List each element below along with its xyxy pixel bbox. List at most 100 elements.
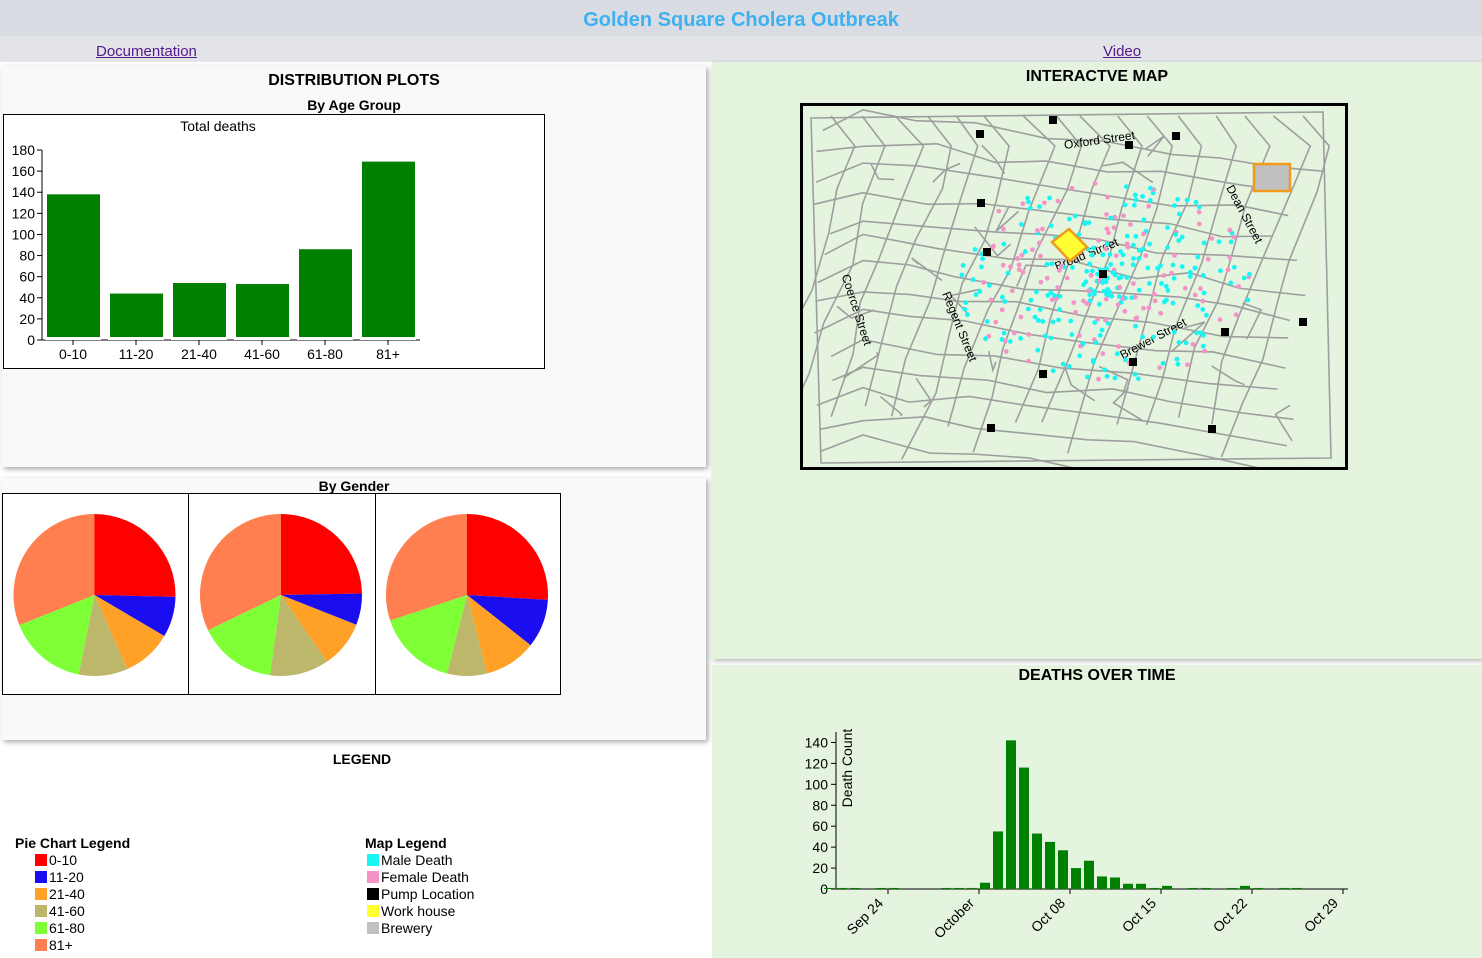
age-bar bbox=[236, 284, 289, 337]
male-death-dot bbox=[1171, 329, 1177, 335]
male-death-dot bbox=[1025, 306, 1031, 312]
street bbox=[829, 220, 1298, 262]
male-death-dot bbox=[1217, 268, 1223, 274]
female-death-dot bbox=[981, 279, 986, 285]
legend-swatch bbox=[367, 905, 379, 917]
pie-legend-title: Pie Chart Legend bbox=[15, 835, 131, 851]
female-death-dot bbox=[1172, 252, 1177, 258]
male-death-dot bbox=[1091, 245, 1096, 251]
time-bar bbox=[1253, 887, 1263, 889]
male-death-dot bbox=[1241, 275, 1247, 281]
male-death-dot bbox=[1037, 307, 1043, 312]
female-death-dot bbox=[1125, 244, 1131, 250]
legend-item: Pump Location bbox=[367, 886, 474, 903]
street bbox=[830, 338, 1278, 390]
street bbox=[1211, 365, 1245, 386]
female-death-dot bbox=[1198, 286, 1203, 291]
male-death-dot bbox=[1118, 249, 1123, 254]
street bbox=[1016, 264, 1047, 287]
legend-item: 61-80 bbox=[35, 920, 85, 937]
male-death-dot bbox=[1136, 287, 1142, 293]
street bbox=[819, 416, 1311, 467]
time-x-tick-label: Oct 29 bbox=[1301, 895, 1342, 936]
female-death-dot bbox=[1236, 284, 1241, 289]
female-death-dot bbox=[1016, 267, 1022, 273]
x-tick-label: 21-40 bbox=[181, 346, 217, 362]
pump-marker bbox=[1129, 358, 1137, 366]
pie-slice-61-80 bbox=[390, 595, 467, 674]
female-death-dot bbox=[1217, 317, 1223, 323]
female-death-dot bbox=[1128, 222, 1133, 227]
documentation-link[interactable]: Documentation bbox=[96, 43, 197, 60]
map-boundary bbox=[810, 111, 1332, 464]
female-death-dot bbox=[1088, 273, 1094, 278]
street bbox=[1067, 115, 1174, 454]
male-death-dot bbox=[1172, 203, 1177, 208]
female-death-dot bbox=[1196, 221, 1202, 227]
female-death-dot bbox=[1056, 268, 1062, 273]
male-death-dot bbox=[1052, 293, 1057, 298]
male-death-dot bbox=[1007, 338, 1013, 344]
female-death-dot bbox=[990, 244, 995, 250]
male-death-dot bbox=[1136, 247, 1142, 253]
street bbox=[972, 115, 1083, 453]
street bbox=[1112, 387, 1143, 421]
time-bar bbox=[850, 887, 860, 889]
legend-item: Brewery bbox=[367, 920, 432, 937]
pie-slice-81+ bbox=[200, 514, 281, 631]
male-death-dot bbox=[977, 289, 983, 294]
female-death-dot bbox=[1192, 292, 1198, 298]
legend-swatch bbox=[367, 922, 379, 934]
female-death-dot bbox=[1184, 362, 1190, 367]
age-chart-title: Total deaths bbox=[180, 118, 256, 134]
male-death-dot bbox=[1163, 283, 1169, 289]
female-death-dot bbox=[1008, 264, 1013, 270]
legend-item: Female Death bbox=[367, 869, 469, 886]
time-bar bbox=[1084, 860, 1094, 889]
male-death-dot bbox=[1165, 288, 1171, 293]
female-death-dot bbox=[1115, 302, 1121, 308]
male-death-dot bbox=[1042, 333, 1048, 339]
pie-slice-61-80 bbox=[208, 595, 281, 676]
male-death-dot bbox=[1146, 281, 1152, 286]
female-death-dot bbox=[1182, 285, 1188, 291]
male-death-dot bbox=[1216, 239, 1222, 245]
female-death-dot bbox=[1011, 330, 1017, 336]
male-death-dot bbox=[1114, 351, 1120, 357]
male-death-dot bbox=[1026, 199, 1031, 205]
map-frame[interactable]: Oxford Street Dean Street Broad Street Coer… bbox=[800, 103, 1348, 470]
time-x-tick-label: Oct 22 bbox=[1210, 895, 1251, 936]
street bbox=[817, 259, 1291, 322]
male-death-dot bbox=[1106, 292, 1112, 298]
female-death-dot bbox=[1086, 288, 1091, 294]
female-death-dot bbox=[1000, 262, 1006, 268]
legend-item: Male Death bbox=[367, 852, 453, 869]
pie-slice-21-40 bbox=[281, 595, 357, 662]
female-death-dot bbox=[1205, 256, 1211, 262]
y-tick-label: 160 bbox=[12, 163, 36, 179]
male-death-dot bbox=[1195, 303, 1201, 309]
pie-slice-41-60 bbox=[270, 595, 327, 676]
male-death-dot bbox=[1228, 239, 1234, 245]
age-bar bbox=[299, 249, 352, 337]
pie-box-2 bbox=[188, 493, 376, 695]
male-death-dot bbox=[1132, 192, 1138, 198]
male-death-dot bbox=[1122, 357, 1128, 363]
time-y-tick-label: 20 bbox=[812, 860, 828, 876]
street bbox=[832, 366, 1294, 421]
male-death-dot bbox=[1108, 215, 1114, 221]
female-death-dot bbox=[1026, 332, 1032, 337]
video-link[interactable]: Video bbox=[1103, 43, 1142, 60]
female-death-dot bbox=[1044, 275, 1050, 281]
male-death-dot bbox=[1072, 213, 1078, 219]
male-death-dot bbox=[1104, 241, 1110, 247]
male-death-dot bbox=[1131, 242, 1136, 248]
street bbox=[911, 257, 943, 282]
male-death-dot bbox=[1131, 202, 1137, 208]
street bbox=[1098, 365, 1129, 396]
legend-item: 0-10 bbox=[35, 852, 77, 869]
female-death-dot bbox=[1015, 256, 1021, 261]
age-bar bbox=[173, 283, 226, 337]
male-death-dot bbox=[1162, 299, 1167, 305]
